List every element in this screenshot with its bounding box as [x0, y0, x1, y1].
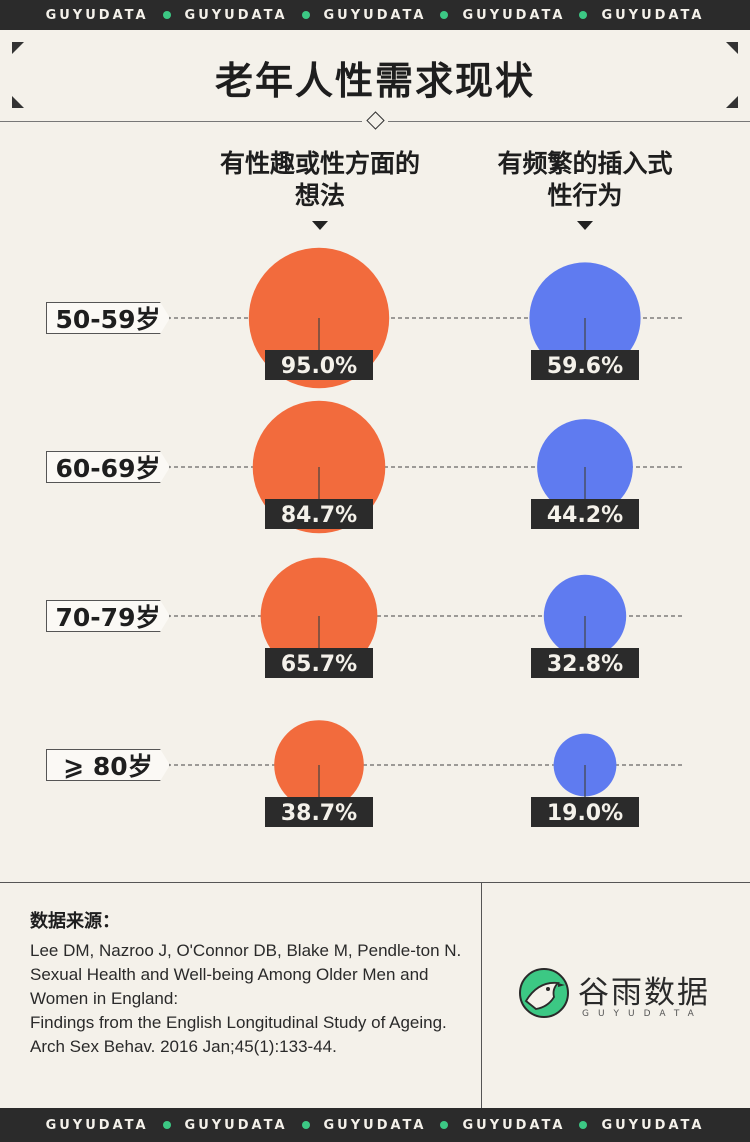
source-line: Findings from the English Longitudinal S…: [30, 1013, 447, 1056]
value-label: 95.0%: [281, 354, 357, 379]
logo-subtitle: GUYUDATA: [582, 1009, 703, 1019]
green-dot-icon: [440, 11, 449, 19]
corner-top-right-icon: [726, 42, 738, 54]
bird-logo-icon: [519, 968, 569, 1018]
brand-word: GUYUDATA: [462, 1117, 566, 1133]
brand-band-items: GUYUDATA GUYUDATA GUYUDATA GUYUDATA GUYUDATA: [46, 8, 705, 23]
value-label: 32.8%: [547, 652, 623, 677]
brand-word: GUYUDATA: [601, 1117, 705, 1133]
source-section: 数据来源： Lee DM, Nazroo J, O'Connor DB, Bla…: [0, 882, 482, 1108]
brand-word: GUYUDATA: [184, 1117, 288, 1133]
corner-top-left-icon: [12, 42, 24, 54]
value-label-box: [265, 648, 373, 678]
value-label: 38.7%: [281, 801, 357, 826]
value-label-box: [531, 350, 639, 380]
green-dot-icon: [440, 1121, 449, 1129]
corner-bottom-left-icon: [12, 96, 24, 108]
value-label-box: [265, 797, 373, 827]
logo-section: 谷雨数据 GUYUDATA: [482, 882, 750, 1108]
title-rule-right: [388, 121, 750, 122]
column-header-thoughts: 有性趣或性方面的 想法: [190, 148, 450, 212]
main-panel: 老年人性需求现状 有性趣或性方面的 想法 有频繁的插入式 性行为 95.0% 59…: [0, 30, 750, 1108]
brand-word: GUYUDATA: [323, 1117, 427, 1133]
column-header-line: 有性趣或性方面的: [219, 149, 420, 178]
row-label-70-79: 70-79岁: [46, 600, 170, 632]
value-label: 65.7%: [281, 652, 357, 677]
value-label: 84.7%: [281, 503, 357, 528]
brand-word: GUYUDATA: [45, 1117, 149, 1133]
green-dot-icon: [162, 1121, 171, 1129]
title-rule-left: [0, 121, 362, 122]
value-label-box: [531, 648, 639, 678]
arrow-down-icon: [312, 221, 328, 230]
source-body: Lee DM, Nazroo J, O'Connor DB, Blake M, …: [30, 939, 470, 1059]
value-label-box: [531, 797, 639, 827]
green-dot-icon: [579, 1121, 588, 1129]
brand-word: GUYUDATA: [323, 7, 427, 23]
arrow-down-icon: [577, 221, 593, 230]
brand-word: GUYUDATA: [462, 7, 566, 23]
column-header-line: 性行为: [547, 181, 623, 210]
green-dot-icon: [162, 11, 171, 19]
bubble-chart: 95.0% 59.6% 84.7% 44.2% 65.7% 32.8% 38.7% 19.0%: [160, 247, 683, 827]
page-title: 老年人性需求现状: [214, 59, 535, 103]
source-line: Sexual Health and Well-being Among Older…: [30, 965, 429, 1008]
row-label-80-plus: ⩾ 80岁: [46, 749, 170, 781]
brand-word: GUYUDATA: [184, 7, 288, 23]
title-area: 老年人性需求现状: [0, 30, 750, 130]
title-corners: [12, 42, 738, 108]
value-label: 44.2%: [547, 503, 623, 528]
source-title: 数据来源：: [30, 911, 120, 932]
value-label-box: [531, 499, 639, 529]
corner-bottom-right-icon: [726, 96, 738, 108]
row-label-60-69: 60-69岁: [46, 451, 170, 483]
column-header-line: 有频繁的插入式: [497, 149, 673, 178]
brand-word: GUYUDATA: [601, 7, 705, 23]
value-label: 59.6%: [547, 354, 623, 379]
brand-word: GUYUDATA: [45, 7, 149, 23]
row-label-50-59: 50-59岁: [46, 302, 170, 334]
column-header-line: 想法: [294, 181, 345, 210]
green-dot-icon: [301, 1121, 310, 1129]
source-line: Lee DM, Nazroo J, O'Connor DB, Blake M, …: [30, 941, 462, 960]
value-label: 19.0%: [547, 801, 623, 826]
column-header-intercourse: 有频繁的插入式 性行为: [455, 148, 715, 212]
brand-band-items: GUYUDATA GUYUDATA GUYUDATA GUYUDATA GUYUDATA: [46, 1118, 705, 1133]
bottom-brand-band: GUYUDATA GUYUDATA GUYUDATA GUYUDATA GUYUDATA: [0, 1108, 750, 1142]
value-label-box: [265, 499, 373, 529]
logo-name: 谷雨数据: [578, 975, 710, 1011]
green-dot-icon: [301, 11, 310, 19]
value-label-box: [265, 350, 373, 380]
green-dot-icon: [579, 11, 588, 19]
top-brand-band: GUYUDATA GUYUDATA GUYUDATA GUYUDATA GUYUDATA: [0, 0, 750, 30]
